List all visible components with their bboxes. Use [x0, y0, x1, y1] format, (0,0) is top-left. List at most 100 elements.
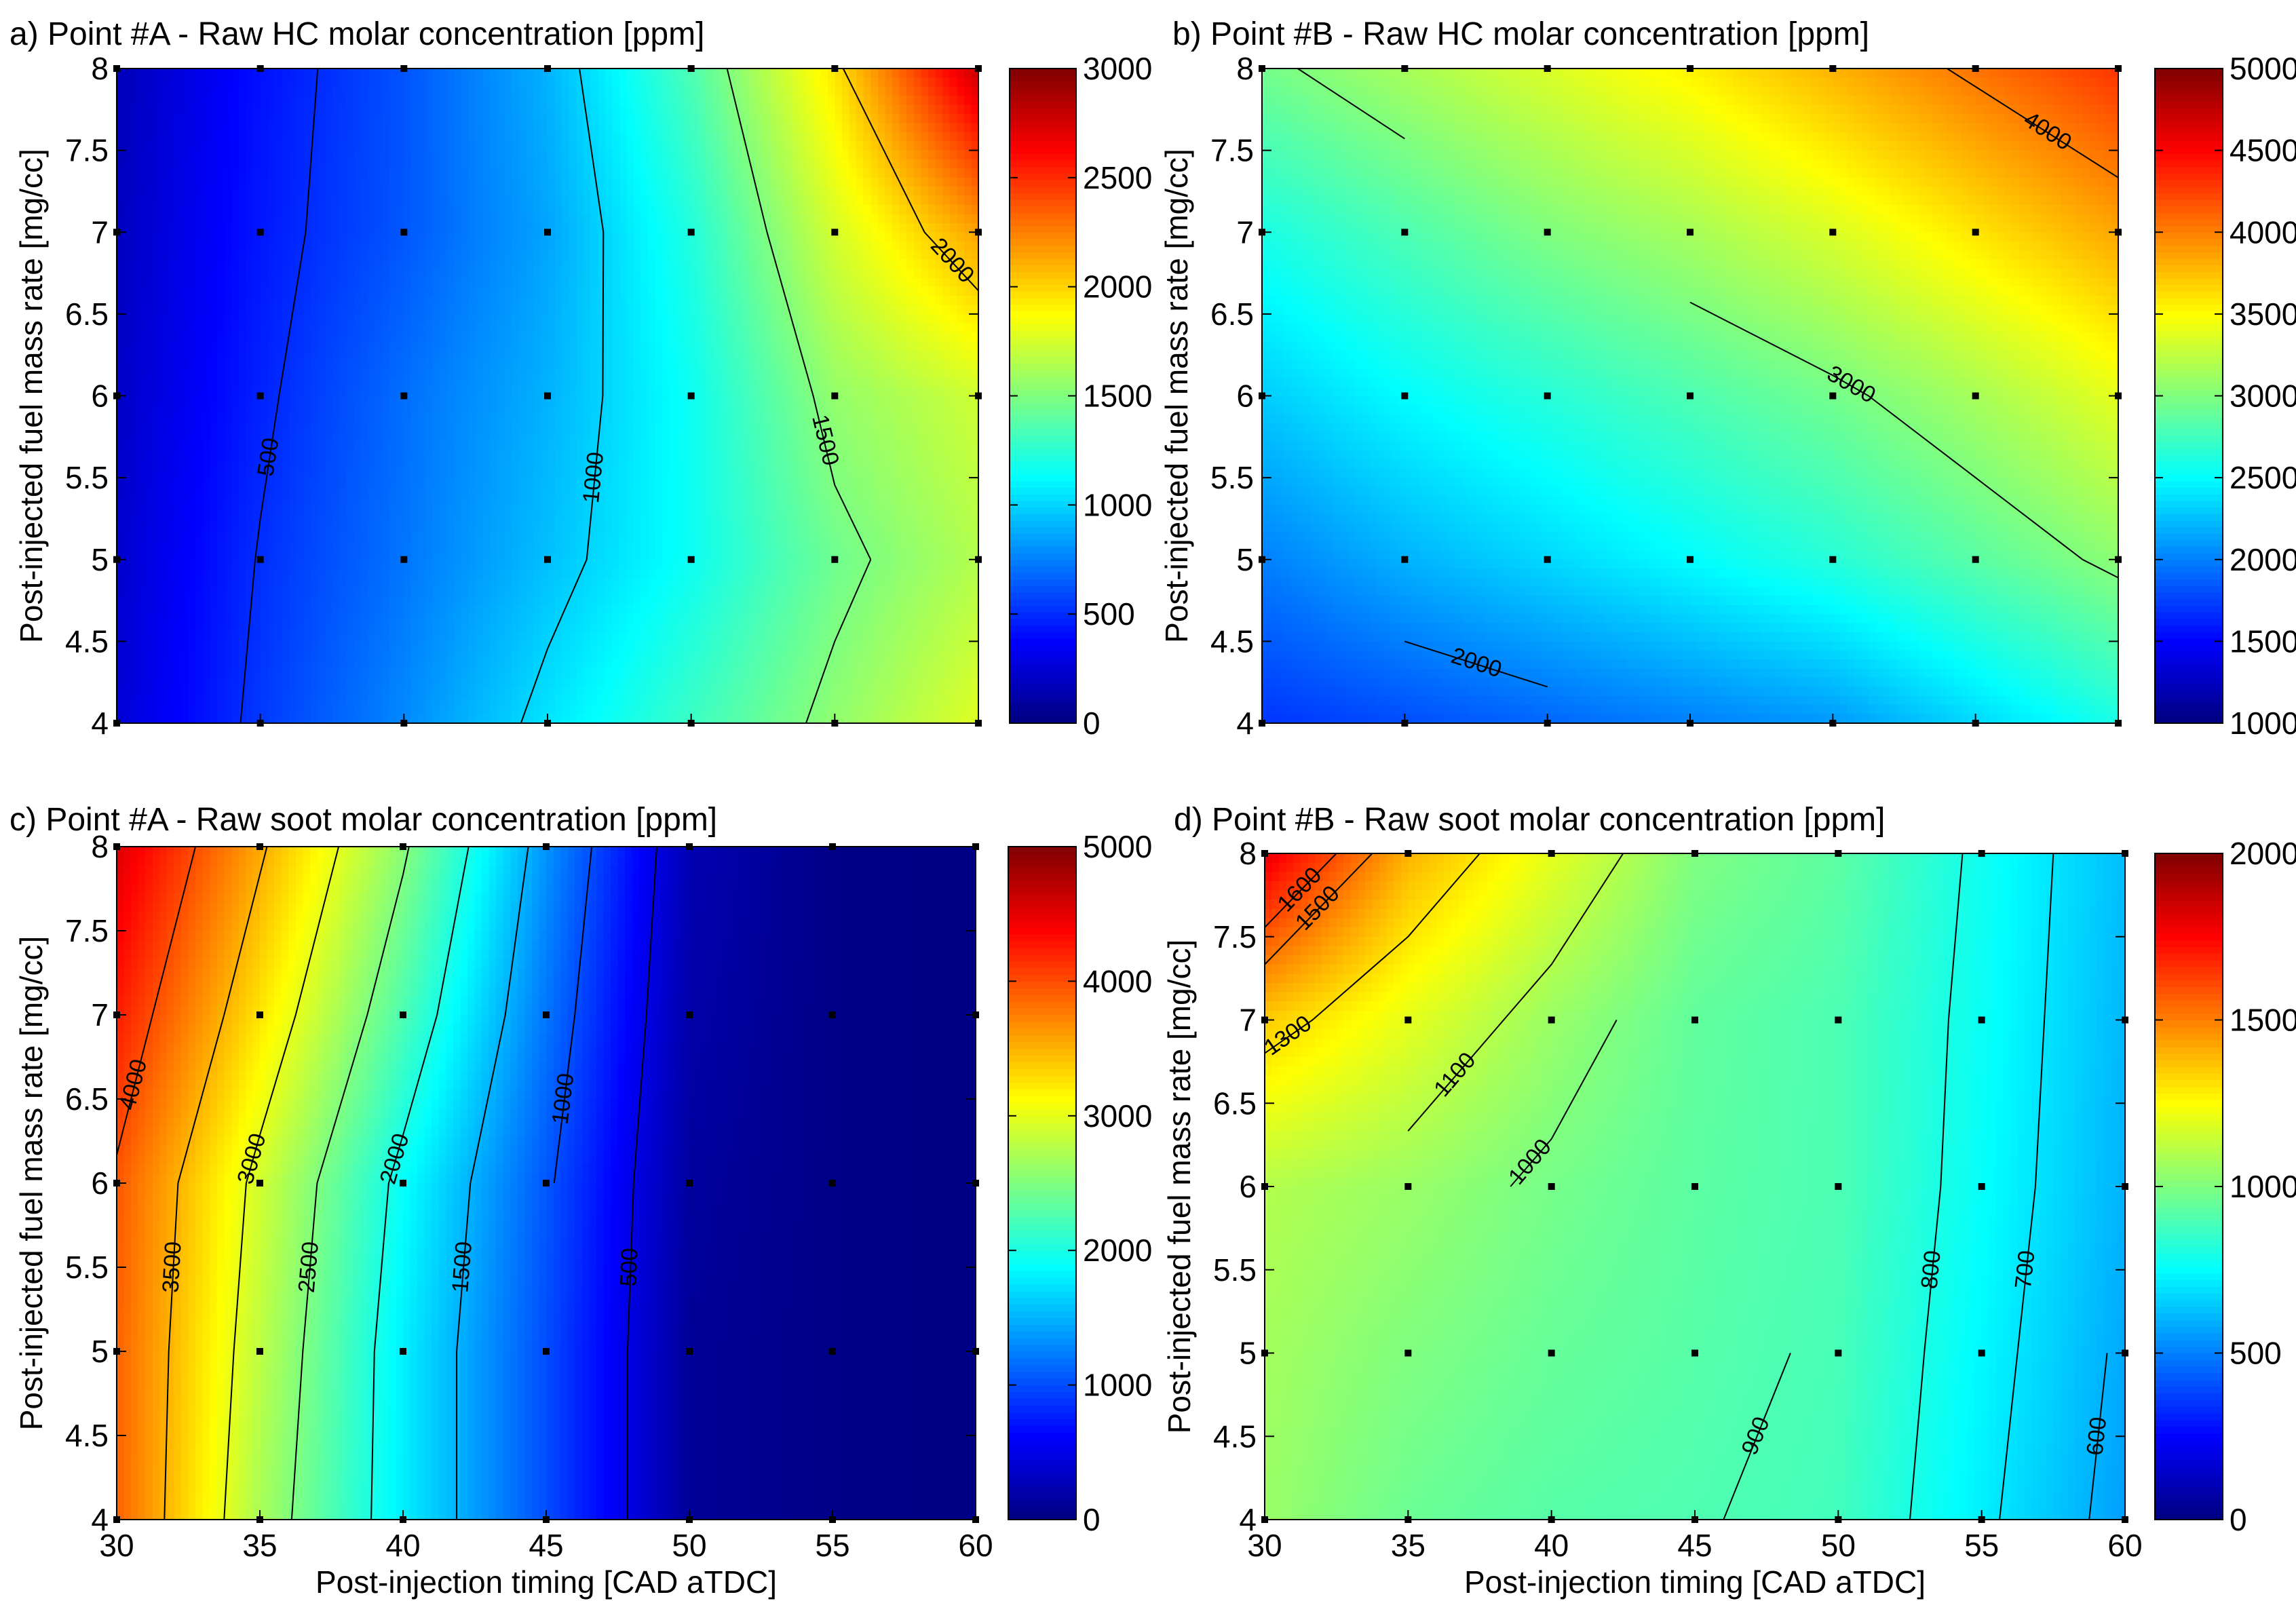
- heat-cell: [554, 104, 562, 115]
- heat-cell: [820, 250, 828, 261]
- heat-cell: [167, 323, 175, 333]
- heat-cell: [152, 114, 161, 124]
- heat-cell: [605, 123, 613, 133]
- heat-cell: [576, 432, 584, 442]
- heat-cell: [885, 177, 893, 187]
- heat-cell: [282, 132, 290, 142]
- heat-cell: [138, 114, 146, 124]
- heat-cell: [605, 141, 613, 151]
- heat-cell: [246, 141, 254, 151]
- heat-cell: [648, 141, 656, 151]
- heat-cell: [640, 141, 649, 151]
- heat-cell: [619, 77, 628, 88]
- heat-cell: [906, 404, 915, 414]
- heat-cell: [590, 387, 598, 397]
- heat-cell: [504, 396, 512, 406]
- heat-cell: [748, 132, 757, 142]
- heat-cell: [210, 323, 218, 333]
- heat-cell: [770, 168, 778, 178]
- heat-cell: [138, 232, 146, 242]
- heat-cell: [296, 69, 304, 78]
- heat-cell: [605, 168, 613, 178]
- heat-cell: [691, 195, 699, 206]
- heat-cell: [454, 96, 462, 106]
- heat-cell: [698, 305, 706, 315]
- heat-cell: [253, 232, 261, 242]
- heat-cell: [289, 195, 297, 206]
- heat-cell: [576, 396, 584, 406]
- heat-cell: [863, 223, 871, 233]
- heat-cell: [360, 132, 369, 142]
- heat-cell: [734, 195, 742, 206]
- heat-cell: [849, 377, 857, 387]
- heat-cell: [863, 259, 871, 269]
- heat-cell: [490, 296, 498, 306]
- heat-cell: [576, 350, 584, 360]
- heat-cell: [432, 132, 440, 142]
- heat-cell: [877, 123, 886, 133]
- heat-cell: [296, 241, 304, 251]
- heat-cell: [504, 387, 512, 397]
- heat-cell: [310, 177, 318, 187]
- heat-cell: [432, 250, 440, 261]
- heat-cell: [626, 350, 634, 360]
- heat-cell: [512, 396, 520, 406]
- heat-cell: [598, 232, 606, 242]
- heat-cell: [482, 341, 491, 351]
- heat-cell: [396, 323, 404, 333]
- heat-cell: [117, 350, 125, 360]
- heat-cell: [203, 123, 211, 133]
- heat-cell: [913, 104, 921, 115]
- heat-cell: [246, 259, 254, 269]
- heat-cell: [446, 277, 455, 288]
- heat-cell: [763, 277, 771, 288]
- heat-cell: [827, 305, 835, 315]
- heat-cell: [619, 141, 628, 151]
- heat-cell: [590, 268, 598, 278]
- heat-cell: [913, 305, 921, 315]
- heat-cell: [598, 195, 606, 206]
- heat-cell: [935, 114, 943, 124]
- heat-cell: [482, 77, 491, 88]
- heat-cell: [841, 423, 850, 433]
- heat-cell: [145, 123, 153, 133]
- heat-cell: [927, 141, 936, 151]
- heat-cell: [612, 323, 620, 333]
- heat-cell: [440, 69, 448, 78]
- heat-cell: [476, 305, 484, 315]
- heat-cell: [468, 132, 476, 142]
- heat-cell: [691, 432, 699, 442]
- heat-cell: [720, 323, 728, 333]
- heat-cell: [468, 387, 476, 397]
- heat-cell: [777, 423, 785, 433]
- heat-cell: [181, 350, 189, 360]
- heat-cell: [224, 377, 232, 387]
- heat-cell: [784, 195, 792, 206]
- heat-cell: [512, 223, 520, 233]
- heat-cell: [497, 150, 505, 160]
- heat-cell: [705, 132, 714, 142]
- heat-cell: [554, 214, 562, 224]
- heat-cell: [318, 286, 326, 296]
- heat-cell: [310, 423, 318, 433]
- heat-cell: [159, 332, 168, 342]
- heat-cell: [231, 359, 240, 369]
- heat-cell: [720, 396, 728, 406]
- heat-cell: [282, 69, 290, 78]
- heat-cell: [389, 132, 398, 142]
- heat-cell: [497, 332, 505, 342]
- heat-cell: [404, 104, 412, 115]
- heat-cell: [260, 168, 268, 178]
- heat-cell: [231, 277, 240, 288]
- heat-cell: [799, 396, 807, 406]
- heat-cell: [741, 387, 749, 397]
- heat-cell: [935, 250, 943, 261]
- heat-cell: [210, 396, 218, 406]
- heat-cell: [446, 205, 455, 215]
- heat-cell: [727, 323, 735, 333]
- heat-cell: [777, 223, 785, 233]
- heat-cell: [612, 277, 620, 288]
- heat-cell: [231, 305, 240, 315]
- heat-cell: [727, 69, 735, 78]
- heat-cell: [935, 423, 943, 433]
